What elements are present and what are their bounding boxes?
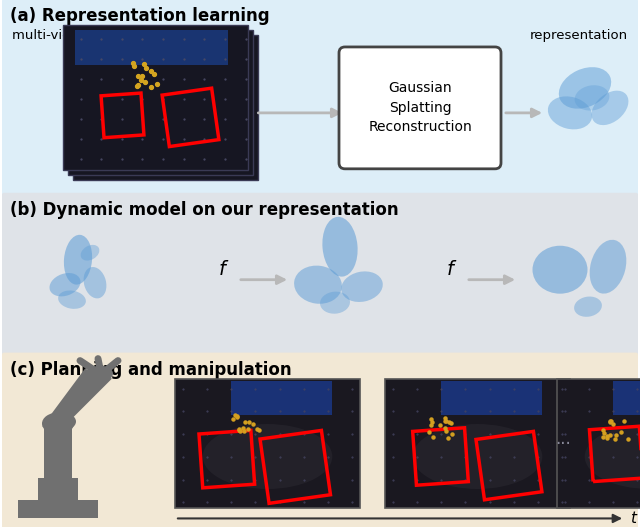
FancyBboxPatch shape — [2, 193, 638, 356]
Text: Gaussian
Splatting
Reconstruction: Gaussian Splatting Reconstruction — [368, 81, 472, 135]
FancyBboxPatch shape — [557, 379, 640, 508]
Ellipse shape — [548, 97, 592, 129]
Ellipse shape — [575, 85, 609, 110]
Ellipse shape — [84, 267, 106, 298]
FancyBboxPatch shape — [74, 30, 227, 64]
Text: (c) Planning and manipulation: (c) Planning and manipulation — [10, 361, 292, 379]
FancyBboxPatch shape — [63, 25, 248, 171]
Ellipse shape — [341, 271, 383, 302]
Text: f: f — [447, 260, 453, 279]
Ellipse shape — [58, 290, 86, 309]
Ellipse shape — [48, 412, 76, 430]
Ellipse shape — [589, 240, 627, 294]
FancyBboxPatch shape — [612, 381, 640, 415]
FancyBboxPatch shape — [18, 501, 98, 518]
FancyBboxPatch shape — [440, 381, 542, 415]
Ellipse shape — [323, 217, 358, 277]
FancyBboxPatch shape — [230, 381, 332, 415]
FancyBboxPatch shape — [385, 379, 570, 508]
FancyBboxPatch shape — [175, 379, 360, 508]
Ellipse shape — [413, 424, 542, 489]
FancyBboxPatch shape — [38, 478, 78, 501]
Text: multi-view observation: multi-view observation — [12, 29, 164, 42]
FancyBboxPatch shape — [67, 31, 253, 175]
Ellipse shape — [294, 266, 342, 304]
Ellipse shape — [87, 365, 113, 382]
FancyBboxPatch shape — [44, 423, 72, 478]
Text: (b) Dynamic model on our representation: (b) Dynamic model on our representation — [10, 201, 399, 219]
Polygon shape — [42, 369, 112, 427]
Ellipse shape — [574, 297, 602, 317]
Text: representation: representation — [530, 29, 628, 42]
FancyBboxPatch shape — [2, 0, 638, 197]
Ellipse shape — [532, 246, 588, 294]
Text: f: f — [219, 260, 225, 279]
Ellipse shape — [585, 424, 640, 489]
FancyBboxPatch shape — [2, 353, 638, 528]
FancyBboxPatch shape — [339, 47, 501, 169]
Ellipse shape — [42, 412, 74, 435]
Ellipse shape — [203, 424, 332, 489]
Ellipse shape — [81, 245, 99, 261]
Ellipse shape — [320, 291, 350, 314]
Ellipse shape — [591, 91, 628, 125]
Text: t: t — [630, 511, 636, 526]
Ellipse shape — [64, 235, 92, 285]
Ellipse shape — [559, 67, 611, 109]
Ellipse shape — [49, 273, 81, 296]
Text: (a) Representation learning: (a) Representation learning — [10, 7, 269, 25]
Text: ···: ··· — [556, 435, 572, 452]
FancyBboxPatch shape — [72, 35, 257, 180]
